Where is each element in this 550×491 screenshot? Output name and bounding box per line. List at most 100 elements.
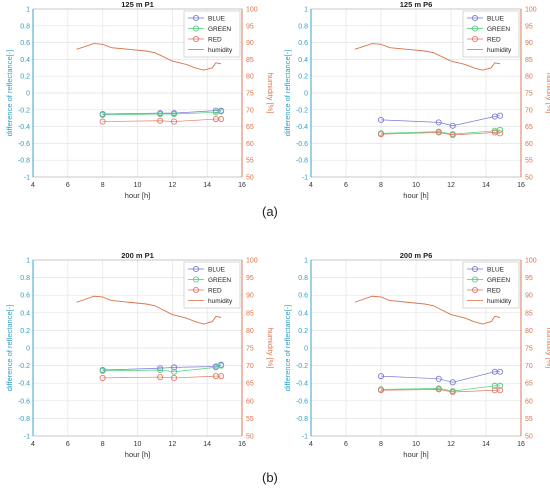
series-line-red: [102, 375, 222, 379]
y2-tick-label: 75: [525, 91, 533, 98]
x-tick-label: 16: [517, 441, 525, 448]
y-tick-label: -1: [302, 434, 308, 441]
chart-title: 200 m P1: [121, 251, 154, 260]
data-point-red: [157, 373, 164, 381]
y-tick-label: 0.6: [298, 40, 308, 47]
legend-marker: [471, 265, 479, 273]
x-tick-label: 12: [447, 441, 455, 448]
legend-label: BLUE: [208, 267, 226, 274]
y-tick-label: 0: [26, 346, 30, 353]
y2-tick-label: 75: [246, 346, 254, 353]
y-tick-label: 0.6: [20, 40, 30, 47]
series-line-red: [380, 389, 500, 393]
legend-label: BLUE: [208, 16, 226, 23]
y-tick-label: 0.2: [20, 74, 30, 81]
data-point-blue: [435, 375, 442, 382]
y-tick-label: -1: [302, 175, 308, 182]
y2-tick-label: 90: [525, 293, 533, 300]
legend-marker: [471, 276, 479, 283]
x-tick-label: 14: [203, 441, 211, 448]
chart-panel-1: 4 6 8 10 12 14 16 -1 -0.8 -0.6 -0.4 -0.2 0 0.2 0.4 0.6 0…: [5, 0, 275, 200]
y2-tick-label: 65: [525, 381, 533, 388]
y2-tick-label: 60: [246, 141, 254, 148]
data-point-green: [157, 366, 164, 374]
data-point-red: [435, 386, 442, 393]
legend-label: GREEN: [487, 277, 510, 284]
data-point-blue: [435, 119, 442, 126]
y-tick-label: 1: [26, 258, 30, 265]
legend-label: GREEN: [208, 26, 231, 33]
y-tick-label: -0.8: [18, 158, 30, 165]
y-tick-label: 0.2: [20, 328, 30, 335]
x-tick-label: 8: [379, 441, 383, 448]
data-point-red: [157, 117, 164, 124]
legend-marker: [471, 25, 479, 32]
y2-tick-label: 100: [525, 7, 537, 14]
x-tick-label: 14: [203, 182, 211, 189]
chart-panel-3: 4 6 8 10 12 14 16 -1 -0.8 -0.6 -0.4 -0.2 0 0.2 0.4 0.6 0…: [5, 251, 275, 459]
x-tick-label: 4: [31, 182, 35, 189]
y-tick-label: 0: [26, 91, 30, 98]
x-tick-label: 4: [309, 441, 313, 448]
data-point-red: [171, 118, 178, 125]
y2-tick-label: 55: [246, 416, 254, 423]
y2-tick-label: 60: [525, 398, 533, 405]
y-tick-label: -1: [24, 175, 30, 182]
y2-tick-label: 90: [246, 40, 254, 47]
data-point-green: [171, 110, 178, 118]
data-point-blue: [449, 379, 456, 386]
y2-tick-label: 90: [246, 293, 254, 300]
y-tick-label: 0: [304, 91, 308, 98]
y-tick-label: 0: [304, 346, 308, 353]
y-axis-label: difference of reflectance[-]: [283, 50, 292, 137]
x-tick-label: 10: [412, 441, 420, 448]
y2-tick-label: 70: [525, 363, 533, 370]
chart-title: 125 m P6: [400, 0, 433, 9]
x-tick-label: 12: [168, 182, 176, 189]
data-point-red: [218, 373, 225, 380]
y2-tick-label: 70: [525, 107, 533, 114]
y-tick-label: -0.8: [296, 158, 308, 165]
series-line-green: [380, 385, 500, 392]
y-tick-label: 0.2: [298, 328, 308, 335]
y2-tick-label: 70: [246, 363, 254, 370]
legend-label: GREEN: [208, 277, 231, 284]
data-point-green: [496, 382, 504, 389]
legend-label: RED: [208, 288, 222, 295]
y-axis-label: difference of reflectance[-]: [5, 50, 14, 137]
x-tick-label: 10: [412, 182, 420, 189]
data-point-red: [218, 115, 225, 123]
y-tick-label: -0.2: [18, 363, 30, 370]
data-point-red: [99, 118, 106, 125]
y2-tick-label: 85: [246, 57, 254, 64]
legend-label: humidity: [208, 298, 233, 305]
y-tick-label: 0.8: [20, 275, 30, 282]
series-line-red: [102, 118, 222, 122]
y-tick-label: 0.8: [20, 23, 30, 30]
y2-tick-label: 95: [525, 275, 533, 282]
x-tick-label: 16: [238, 182, 246, 189]
x-axis-label: hour [h]: [403, 450, 428, 459]
legend-marker: [192, 276, 200, 283]
legend-label: GREEN: [487, 26, 510, 33]
y2-tick-label: 75: [525, 346, 533, 353]
y-tick-label: -0.4: [296, 124, 308, 131]
legend-label: BLUE: [487, 267, 505, 274]
x-tick-label: 8: [101, 441, 105, 448]
x-tick-label: 10: [134, 182, 142, 189]
data-point-blue: [377, 373, 385, 380]
x-tick-label: 4: [309, 182, 313, 189]
y-tick-label: -0.6: [18, 141, 30, 148]
x-tick-label: 6: [344, 182, 348, 189]
data-point-blue: [449, 122, 456, 129]
x-tick-label: 16: [238, 441, 246, 448]
data-point-red: [99, 374, 106, 381]
legend-marker: [471, 35, 479, 43]
y2-tick-label: 65: [525, 124, 533, 131]
data-point-green: [171, 368, 178, 375]
x-tick-label: 14: [482, 182, 490, 189]
data-point-blue: [377, 116, 385, 123]
y2-tick-label: 100: [525, 258, 537, 265]
data-point-green: [157, 110, 164, 118]
y2-tick-label: 85: [246, 310, 254, 317]
